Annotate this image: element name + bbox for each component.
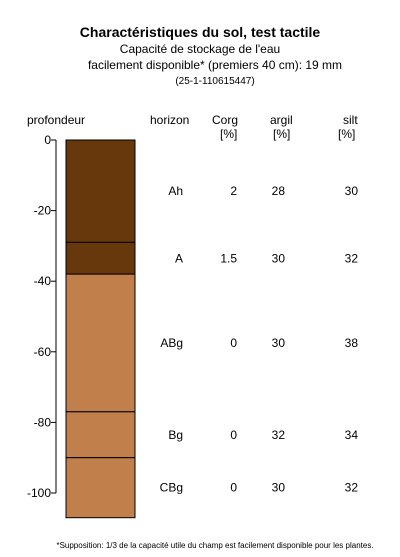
cell-corg: 1.5 — [220, 251, 237, 265]
cell-argil: 30 — [272, 251, 286, 265]
chart-title: Charactéristiques du sol, test tactile — [79, 24, 321, 40]
y-tick-label: -20 — [34, 204, 52, 218]
cell-argil: 32 — [272, 428, 286, 442]
y-tick-label: -40 — [34, 274, 52, 288]
cell-corg: 0 — [230, 428, 237, 442]
horizon-bar-cbg — [65, 457, 136, 519]
y-tick-label: -100 — [27, 486, 51, 500]
cell-argil: 28 — [272, 184, 286, 198]
horizon-bar-abg — [65, 273, 136, 413]
header-corg: Corg — [212, 113, 239, 127]
cell-silt: 38 — [345, 336, 359, 350]
cell-argil: 30 — [272, 481, 286, 495]
chart-subtitle-2: facilement disponible* (premiers 40 cm):… — [87, 58, 343, 72]
header-argil-unit: [%] — [273, 127, 291, 141]
horizon-bar-a — [65, 241, 136, 275]
sample-id: (25-1-110615447) — [175, 76, 255, 87]
cell-silt: 30 — [345, 184, 359, 198]
cell-corg: 2 — [230, 184, 237, 198]
cell-silt: 32 — [345, 481, 359, 495]
header-corg-unit: [%] — [220, 127, 238, 141]
cell-argil: 30 — [272, 336, 286, 350]
horizon-name: Bg — [168, 428, 183, 442]
horizon-name: Ah — [168, 184, 183, 198]
y-axis-label: profondeur — [27, 113, 86, 127]
header-silt: silt — [343, 113, 358, 127]
horizon-bar-ah — [65, 139, 136, 243]
y-tick-label: 0 — [44, 133, 51, 147]
chart-subtitle-1: Capacité de stockage de l'eau — [119, 42, 281, 56]
cell-silt: 32 — [345, 251, 359, 265]
y-tick-label: -60 — [34, 345, 52, 359]
header-silt-unit: [%] — [338, 127, 356, 141]
horizon-name: ABg — [160, 336, 183, 350]
y-tick-label: -80 — [34, 415, 52, 429]
header-horizon: horizon — [150, 113, 190, 127]
cell-silt: 34 — [345, 428, 359, 442]
cell-corg: 0 — [230, 336, 237, 350]
header-argil: argil — [270, 113, 293, 127]
horizon-name: A — [175, 251, 183, 265]
horizon-name: CBg — [160, 481, 183, 495]
footnote: *Supposition: 1/3 de la capacité utile d… — [56, 541, 374, 550]
horizon-bar-bg — [65, 411, 136, 459]
cell-corg: 0 — [230, 481, 237, 495]
